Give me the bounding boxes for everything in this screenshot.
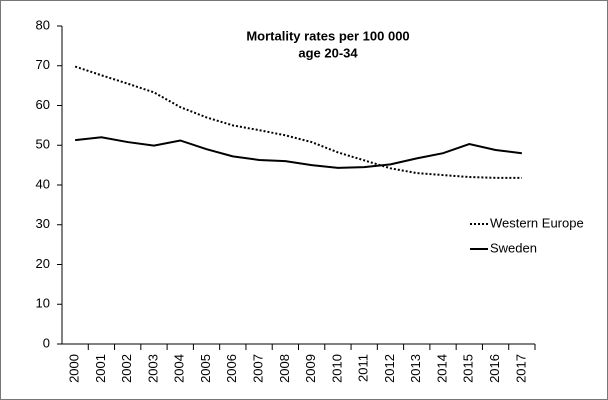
x-tick-label: 2005: [198, 354, 213, 383]
y-tick-label: 80: [36, 17, 50, 32]
x-tick-label: 2015: [461, 354, 476, 383]
x-tick-label: 2011: [356, 354, 371, 382]
x-tick-label: 2001: [93, 354, 108, 383]
y-tick-label: 60: [36, 97, 50, 112]
y-tick-label: 50: [36, 137, 50, 152]
x-tick-label: 2014: [434, 354, 449, 383]
legend-label: Sweden: [490, 240, 537, 255]
y-tick-label: 20: [36, 256, 50, 271]
x-tick-label: 2003: [145, 354, 160, 383]
series-line: [75, 136, 522, 169]
x-tick-label: 2009: [303, 354, 318, 383]
y-tick-label: 10: [36, 296, 50, 311]
x-tick-label: 2004: [172, 354, 187, 383]
x-tick-label: 2012: [382, 354, 397, 383]
legend-label: Western Europe: [490, 215, 584, 230]
x-tick-label: 2007: [251, 354, 266, 383]
x-tick-label: 2016: [487, 354, 502, 383]
x-tick-label: 2008: [277, 354, 292, 383]
y-tick-label: 0: [43, 335, 50, 350]
x-tick-label: 2017: [513, 354, 528, 383]
y-tick-label: 70: [36, 57, 50, 72]
x-tick-label: 2013: [408, 354, 423, 383]
x-tick-label: 2010: [329, 354, 344, 383]
series-line: [74, 65, 522, 179]
x-tick-label: 2006: [224, 354, 239, 383]
x-tick-label: 2000: [67, 354, 82, 383]
y-tick-label: 30: [36, 216, 50, 231]
chart-title: Mortality rates per 100 000: [246, 28, 409, 43]
chart-subtitle: age 20-34: [298, 45, 358, 60]
x-tick-label: 2002: [119, 354, 134, 383]
y-tick-label: 40: [36, 176, 50, 191]
